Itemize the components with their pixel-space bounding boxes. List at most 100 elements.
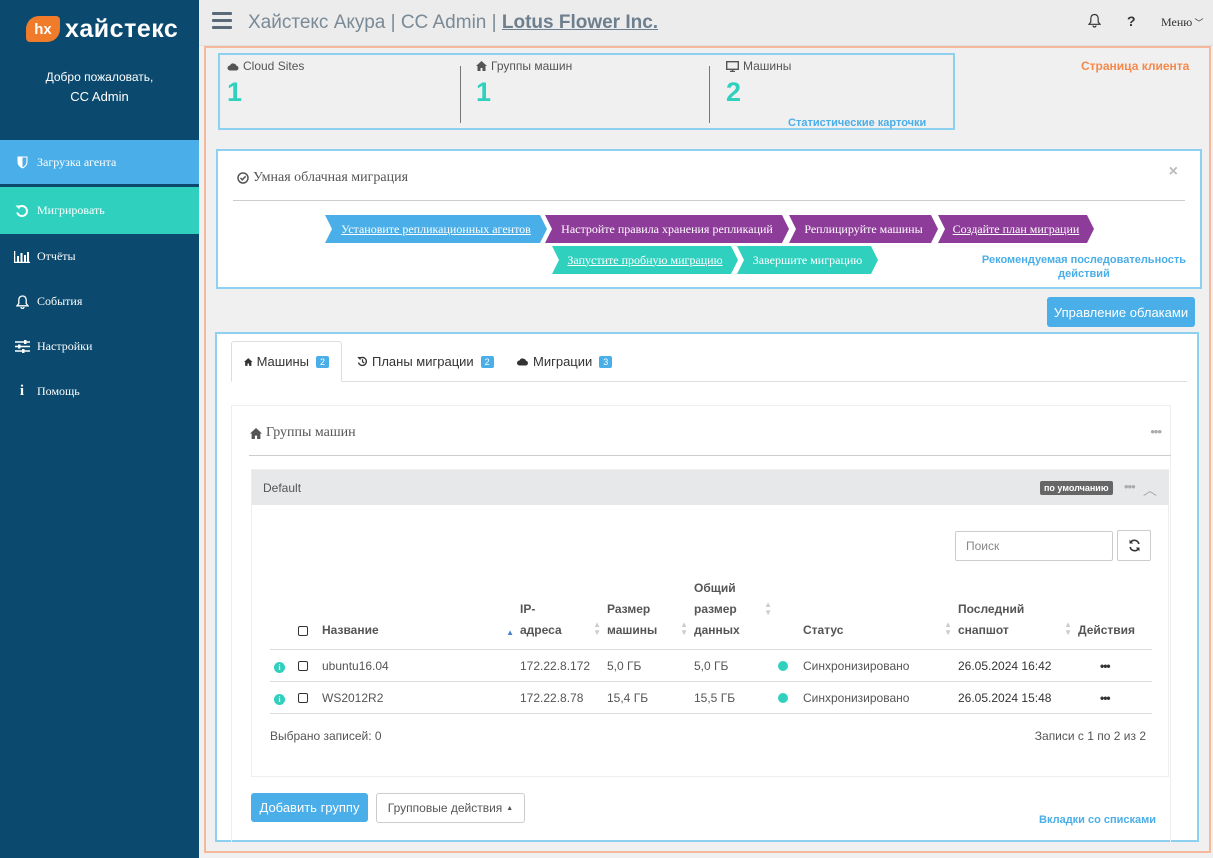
groups-more-icon[interactable]: ••• (1150, 424, 1162, 439)
close-icon[interactable]: × (1168, 163, 1178, 180)
row-checkbox[interactable] (298, 693, 308, 704)
sidebar-item-label: Настройки (37, 339, 93, 353)
history-icon (357, 356, 367, 367)
sidebar-item-migrate[interactable]: Мигрировать (0, 187, 199, 234)
manage-clouds-button[interactable]: Управление облаками (1047, 297, 1195, 327)
chevron-up-icon[interactable]: ︿ (1143, 482, 1157, 498)
stat-label: Машины (743, 59, 792, 73)
machine-groups-panel: Группы машин ••• Default по умолчанию ••… (231, 405, 1171, 843)
tabs-caption: Вкладки со списками (1039, 814, 1157, 826)
tab-label: Планы миграции (372, 354, 474, 369)
step-finish-migration[interactable]: Завершите миграцию (737, 246, 878, 274)
stat-value: 1 (227, 77, 243, 107)
sidebar-item-label: Мигрировать (37, 203, 105, 217)
column-header-snapshot[interactable]: Последний снапшот ▲ ▼ (954, 574, 1074, 650)
divider (249, 455, 1171, 456)
row-actions-icon[interactable]: ••• (1100, 690, 1111, 705)
wizard-title-text: Умная облачная миграция (253, 170, 409, 185)
welcome-block: Добро пожаловать, CC Admin (0, 67, 199, 107)
column-header-name[interactable]: Название ▲ (318, 574, 516, 650)
home-icon (244, 357, 253, 366)
info-cell: i (270, 681, 294, 714)
sliders-icon (14, 340, 30, 353)
tab-migrations[interactable]: Миграции 3 (504, 341, 624, 382)
info-icon[interactable]: i (274, 661, 285, 673)
row-checkbox[interactable] (298, 661, 308, 672)
stat-value: 1 (476, 77, 492, 107)
brand-name: хайстекс (65, 14, 179, 43)
tab-machines[interactable]: Машины 2 (231, 341, 342, 382)
user-menu-dropdown[interactable]: Меню ﹀ (1161, 15, 1204, 30)
tab-count-badge: 2 (480, 355, 494, 368)
hamburger-menu-icon[interactable] (212, 12, 232, 29)
records-info: Записи с 1 по 2 из 2 (1034, 729, 1146, 743)
stat-label-wrap: Cloud Sites (227, 59, 304, 73)
client-page-label: Страница клиента (1081, 59, 1190, 73)
stat-card-machine-groups[interactable]: Группы машин 1 (476, 59, 572, 108)
info-cell: i (270, 649, 294, 682)
sidebar-item-reports[interactable]: Отчёты (0, 234, 199, 279)
machines-table: Название ▲ IP- адреса ▲ ▼ Размер машины ▲… (270, 574, 1152, 714)
group-actions-label: Групповые действия (387, 801, 503, 815)
tab-migration-plans[interactable]: Планы миграции 2 (345, 341, 506, 382)
company-link[interactable]: Lotus Flower Inc. (501, 12, 659, 33)
machine-status: Синхронизировано (799, 649, 954, 682)
search-input[interactable] (955, 531, 1113, 561)
sidebar-item-events[interactable]: События (0, 279, 199, 324)
table-row[interactable]: i ubuntu16.04 172.22.8.172 5,0 ГБ 5,0 ГБ… (270, 649, 1152, 682)
cloud-icon (227, 62, 239, 70)
stat-card-machines[interactable]: Машины 2 (726, 59, 791, 108)
stat-label-wrap: Группы машин (476, 59, 572, 73)
sidebar-item-settings[interactable]: Настройки (0, 324, 199, 369)
welcome-user: CC Admin (70, 89, 129, 104)
machine-size: 15,4 ГБ (603, 681, 690, 714)
column-header-actions: Действия (1074, 574, 1152, 650)
machine-ip: 172.22.8.172 (516, 649, 603, 682)
tabs-panel: Машины 2 Планы миграции 2 Миграции 3 Гру… (215, 332, 1199, 843)
machine-status: Синхронизировано (799, 681, 954, 714)
group-actions-button[interactable]: Групповые действия ▲ (376, 793, 525, 823)
actions-cell: ••• (1074, 649, 1152, 682)
group-more-icon[interactable]: ••• (1124, 479, 1136, 494)
step-create-plan[interactable]: Создайте план миграции (938, 215, 1094, 243)
notifications-bell-icon[interactable] (1087, 13, 1102, 33)
sidebar-item-agent-download[interactable]: Загрузка агента (0, 140, 199, 184)
stat-value: 2 (726, 77, 742, 107)
page-title-prefix: Хайстекс Акура | CC Admin | (248, 12, 502, 33)
brand-logo[interactable]: hx хайстекс (26, 15, 178, 43)
column-header-label: снапшот (958, 623, 1009, 637)
group-header[interactable]: Default по умолчанию ••• ︿ (252, 470, 1169, 505)
step-test-migration[interactable]: Запустите пробную миграцию (552, 246, 738, 274)
add-group-button[interactable]: Добавить группу (251, 793, 368, 822)
refresh-button[interactable] (1117, 530, 1151, 561)
sidebar-item-label: События (37, 294, 83, 308)
machine-snapshot: 26.05.2024 15:48 (954, 681, 1074, 714)
status-dot (778, 661, 788, 672)
column-header-status[interactable]: Статус ▲ ▼ (799, 574, 954, 650)
step-replicate-machines[interactable]: Реплицируйте машины (789, 215, 938, 243)
row-actions-icon[interactable]: ••• (1100, 658, 1111, 673)
refresh-icon (14, 204, 30, 218)
column-header-total-size[interactable]: Общий размер данных ▲ ▼ (690, 574, 774, 650)
select-all-checkbox[interactable] (298, 625, 308, 636)
stat-card-cloud-sites[interactable]: Cloud Sites 1 (227, 59, 304, 108)
step-install-agents[interactable]: Установите репликационных агентов (325, 215, 547, 243)
status-dot-header (774, 574, 799, 650)
sidebar-item-help[interactable]: i Помощь (0, 369, 199, 414)
step-retention-rules[interactable]: Настройте правила хранения репликаций (545, 215, 789, 243)
column-header-size[interactable]: Размер машины ▲ ▼ (603, 574, 690, 650)
column-header-ip[interactable]: IP- адреса ▲ ▼ (516, 574, 603, 650)
help-button[interactable]: ? (1127, 13, 1136, 29)
chevron-down-icon: ﹀ (1192, 18, 1204, 28)
machine-groups-title: Группы машин (250, 425, 356, 441)
refresh-icon (1128, 539, 1140, 552)
stat-label: Группы машин (491, 59, 573, 73)
machine-total-size: 5,0 ГБ (690, 649, 774, 682)
table-row[interactable]: i WS2012R2 172.22.8.78 15,4 ГБ 15,5 ГБ С… (270, 681, 1152, 714)
info-icon[interactable]: i (274, 693, 285, 705)
stats-caption: Статистические карточки (788, 117, 927, 129)
column-header-label: данных (694, 623, 740, 637)
stat-label: Cloud Sites (243, 59, 305, 73)
machine-snapshot: 26.05.2024 16:42 (954, 649, 1074, 682)
sidebar-item-label: Помощь (37, 384, 80, 398)
